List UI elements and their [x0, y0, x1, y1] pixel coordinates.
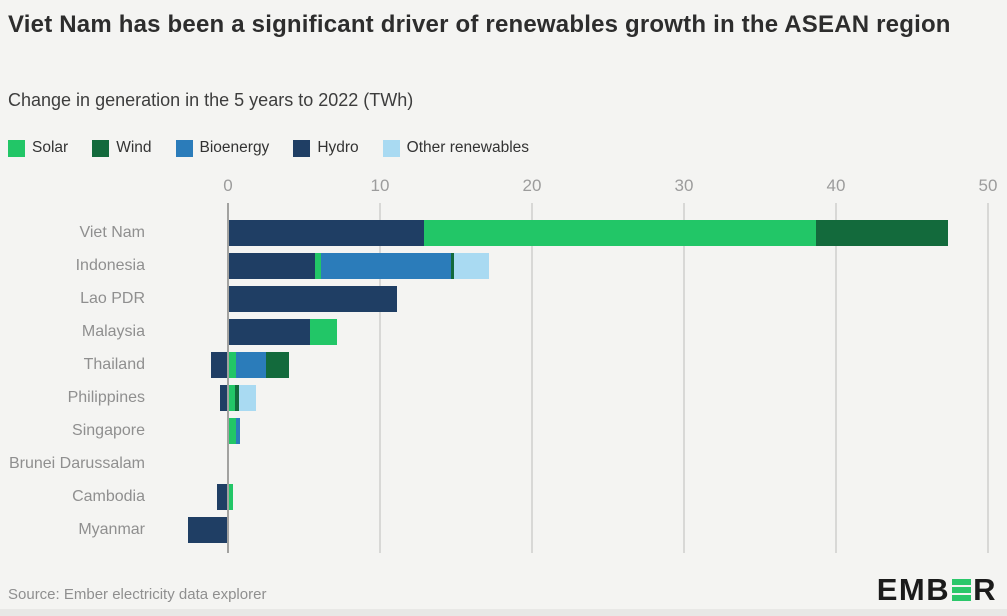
bar-segment-solar-viet-nam[interactable] [424, 220, 817, 246]
bar-segment-solar-thailand[interactable] [228, 352, 236, 378]
category-label-philippines: Philippines [67, 389, 145, 406]
bar-segment-hydro-viet-nam[interactable] [228, 220, 425, 246]
logo-e-bar [952, 579, 972, 585]
x-axis-tick-label: 10 [370, 176, 390, 195]
legend-swatch-icon [382, 139, 400, 157]
bar-segment-solar-indonesia[interactable] [314, 253, 321, 279]
logo-text-suffix: R [973, 572, 997, 607]
bar-segment-hydro-philippines[interactable] [220, 385, 228, 411]
x-axis-tick-label: 50 [978, 176, 998, 195]
bar-segment-solar-malaysia[interactable] [310, 319, 338, 345]
logo-e-bar [952, 587, 972, 593]
legend-item-hydro[interactable]: Hydro [293, 139, 359, 157]
bar-segment-wind-philippines[interactable] [234, 385, 240, 411]
plot-area [0, 203, 1007, 553]
bar-segment-hydro-thailand[interactable] [211, 352, 228, 378]
bar-segment-wind-viet-nam[interactable] [816, 220, 949, 246]
legend-label: Bioenergy [199, 139, 270, 156]
legend-label: Hydro [317, 139, 359, 156]
chart-subtitle: Change in generation in the 5 years to 2… [8, 90, 414, 110]
x-axis-tick-label: 20 [522, 176, 542, 195]
chart-title: Viet Nam has been a significant driver o… [8, 11, 951, 38]
gridline [987, 203, 989, 553]
category-label-indonesia: Indonesia [75, 257, 145, 274]
gridline [683, 203, 685, 553]
ember-logo: EMB R [877, 572, 997, 608]
legend-label: Solar [32, 139, 69, 156]
bar-segment-other-renewables-philippines[interactable] [239, 385, 257, 411]
bar-segment-hydro-cambodia[interactable] [217, 484, 228, 510]
bar-segment-other-renewables-indonesia[interactable] [454, 253, 490, 279]
legend-swatch-icon [8, 139, 25, 157]
gridline [835, 203, 837, 553]
bar-segment-wind-thailand[interactable] [266, 352, 289, 378]
bar-segment-bioenergy-thailand[interactable] [235, 352, 266, 378]
bar-segment-hydro-lao-pdr[interactable] [228, 286, 397, 312]
category-label-cambodia: Cambodia [72, 488, 145, 505]
source-note: Source: Ember electricity data explorer [8, 586, 267, 603]
gridline [531, 203, 533, 553]
bar-segment-solar-philippines[interactable] [228, 385, 235, 411]
legend-swatch-icon [293, 139, 311, 157]
category-label-lao-pdr: Lao PDR [80, 290, 145, 307]
x-axis-tick-label: 30 [674, 176, 694, 195]
legend-label: Other renewables [406, 139, 530, 156]
gridline [379, 203, 381, 553]
category-label-malaysia: Malaysia [81, 323, 145, 340]
legend-swatch-icon [92, 139, 110, 157]
legend-item-wind[interactable]: Wind [92, 139, 152, 157]
category-label-brunei-darussalam: Brunei Darussalam [8, 455, 145, 472]
bar-segment-solar-cambodia[interactable] [228, 484, 234, 510]
logo-e-bar [952, 595, 972, 601]
bar-segment-hydro-myanmar[interactable] [188, 517, 228, 543]
category-label-myanmar: Myanmar [78, 521, 145, 538]
bottom-strip [0, 609, 1007, 616]
logo-text-prefix: EMB [876, 572, 951, 607]
bar-segment-bioenergy-indonesia[interactable] [320, 253, 452, 279]
legend-label: Wind [116, 139, 152, 156]
x-axis-tick-label: 40 [826, 176, 846, 195]
legend-item-other-renewables[interactable]: Other renewables [382, 139, 530, 157]
bar-segment-hydro-malaysia[interactable] [228, 319, 311, 345]
category-label-thailand: Thailand [83, 356, 145, 373]
category-label-singapore: Singapore [72, 422, 145, 439]
legend: Solar Wind Bioenergy Hydro Other renewables [8, 139, 529, 157]
legend-swatch-icon [175, 139, 193, 157]
x-axis: 0 10 20 30 40 50 [0, 176, 1007, 196]
zero-gridline [227, 203, 229, 553]
bar-segment-wind-indonesia[interactable] [451, 253, 455, 279]
legend-item-solar[interactable]: Solar [8, 139, 68, 157]
bar-segment-hydro-indonesia[interactable] [228, 253, 315, 279]
bar-segment-solar-singapore[interactable] [228, 418, 236, 444]
x-axis-tick-label: 0 [223, 176, 233, 195]
bar-segment-bioenergy-singapore[interactable] [235, 418, 241, 444]
legend-item-bioenergy[interactable]: Bioenergy [175, 139, 270, 157]
category-label-viet-nam: Viet Nam [79, 224, 145, 241]
logo-e-bars-icon [952, 579, 972, 601]
